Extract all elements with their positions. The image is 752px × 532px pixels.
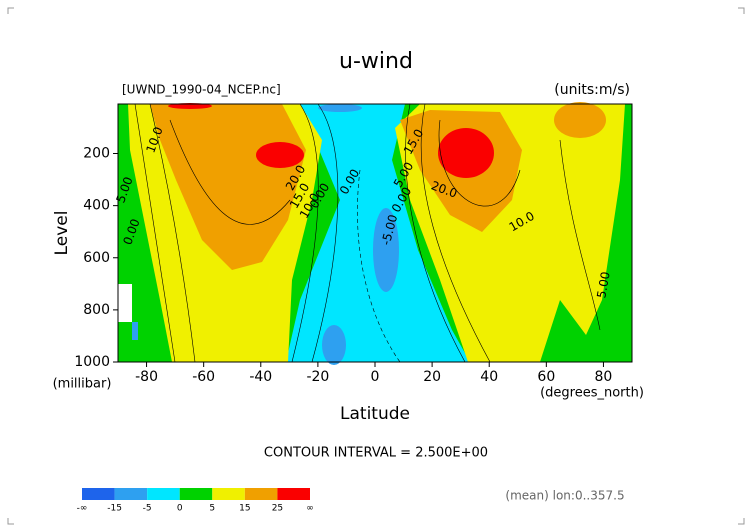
colorbar-label: 5 <box>209 504 215 514</box>
footer: (mean) lon:0..357.5 <box>505 489 624 503</box>
region <box>318 104 362 112</box>
contour-interval: CONTOUR INTERVAL = 2.500E+00 <box>264 446 488 461</box>
colorbar-label: 25 <box>272 504 283 514</box>
region <box>322 325 346 365</box>
contour-lines <box>134 103 601 363</box>
y-tick-label: 800 <box>83 302 110 318</box>
colorbar-label: ∞ <box>306 504 314 514</box>
colorbar-label: -5 <box>143 504 152 514</box>
y-tick-label: 400 <box>83 198 110 214</box>
contour-field <box>118 102 632 365</box>
colorbar-box <box>114 488 148 500</box>
colorbar-box <box>82 488 115 500</box>
y-unit: (millibar) <box>53 377 112 392</box>
x-tick-label: -60 <box>192 369 215 385</box>
y-tick-label: 600 <box>83 250 110 266</box>
missing-area <box>118 284 132 322</box>
contour-label: 5.00 <box>594 271 612 300</box>
colorbar-label: 0 <box>177 504 183 514</box>
subtitle: [UWND_1990-04_NCEP.nc] <box>122 83 281 97</box>
colorbar-box <box>244 488 278 500</box>
colorbar-box <box>147 488 180 500</box>
y-axis-label: Level <box>52 211 72 256</box>
region <box>132 322 138 340</box>
corner-marks <box>7 7 745 525</box>
region <box>256 142 304 168</box>
region <box>438 128 494 178</box>
x-unit: (degrees_north) <box>540 386 644 401</box>
colorbar-label: -∞ <box>77 504 88 514</box>
y-tick-label: 200 <box>83 146 110 162</box>
region <box>373 208 399 292</box>
x-tick-label: -20 <box>306 369 329 385</box>
x-tick-label: 40 <box>480 369 498 385</box>
colorbar-label: 15 <box>239 504 250 514</box>
colorbar-box <box>212 488 245 500</box>
x-axis-label: Latitude <box>340 404 410 424</box>
units-label: (units:m/s) <box>554 82 630 98</box>
x-tick-label: 60 <box>537 369 555 385</box>
region <box>554 102 606 138</box>
x-tick-label: -80 <box>135 369 158 385</box>
colorbar-box <box>277 488 310 500</box>
x-tick-label: 80 <box>595 369 613 385</box>
x-tick-label: 0 <box>371 369 380 385</box>
y-tick-label: 1000 <box>74 354 110 370</box>
x-tick-label: 20 <box>423 369 441 385</box>
x-tick-label: -40 <box>249 369 272 385</box>
colorbar-label: -15 <box>107 504 122 514</box>
colorbar-box <box>179 488 213 500</box>
chart-title: u-wind <box>339 49 413 74</box>
